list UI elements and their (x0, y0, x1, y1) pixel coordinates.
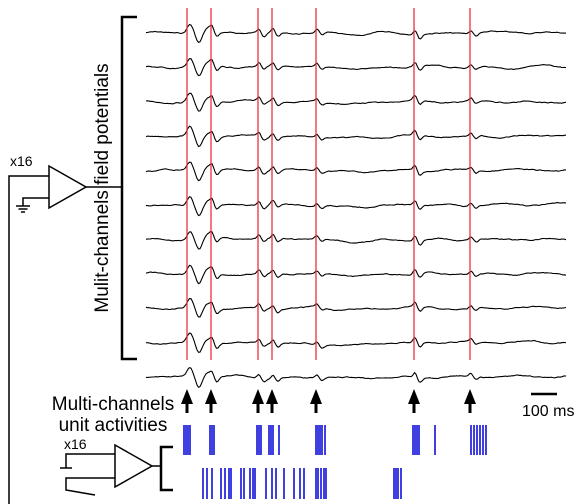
event-arrow (252, 389, 264, 413)
event-arrow (181, 389, 193, 413)
amplifier-bottom-triangle (114, 443, 154, 489)
ground-wire-bottom (65, 453, 115, 468)
field-potential-trace (145, 23, 567, 43)
field-potential-trace (145, 264, 567, 285)
scale-bar: 100 ms (522, 392, 574, 420)
field-potential-trace (145, 125, 567, 148)
scale-bar-label: 100 ms (522, 403, 574, 420)
event-arrows (181, 389, 476, 413)
field-potential-trace (146, 332, 566, 353)
event-arrow (408, 389, 420, 413)
amplifier-top-gain: x16 (10, 153, 33, 169)
event-arrow (205, 389, 217, 413)
amplifier-top-input-wire (8, 175, 49, 504)
spike-rasters (183, 425, 487, 499)
field-potential-trace (145, 230, 567, 250)
event-arrow (310, 389, 322, 413)
unit-activities-label-line2: unit activities (59, 415, 168, 436)
event-arrow (464, 389, 476, 413)
field-potential-trace (146, 366, 567, 389)
field-potentials-label: Mulit-channels field potentials (92, 63, 113, 312)
amplifier-bottom-gain: x16 (64, 436, 87, 452)
field-potentials-bracket (120, 15, 137, 361)
amplifier-top-triangle (48, 164, 88, 210)
event-lines (186, 8, 471, 360)
field-potential-trace (145, 92, 567, 112)
amplifier-bottom: x16 (60, 436, 160, 496)
field-potential-trace (145, 161, 567, 182)
field-potential-trace (145, 298, 567, 318)
ground-icon (16, 205, 30, 213)
unit-activities-bracket (159, 445, 173, 492)
event-arrow (266, 389, 278, 413)
amplifier-top: x16 (8, 153, 122, 504)
ground-wire-top (22, 197, 49, 206)
unit-activities-label-line1: Multi-channels (52, 394, 175, 415)
field-potential-traces (145, 23, 567, 389)
field-potential-trace (145, 58, 567, 77)
field-potential-trace (146, 196, 567, 217)
amplifier-bottom-input-wire (65, 477, 115, 496)
